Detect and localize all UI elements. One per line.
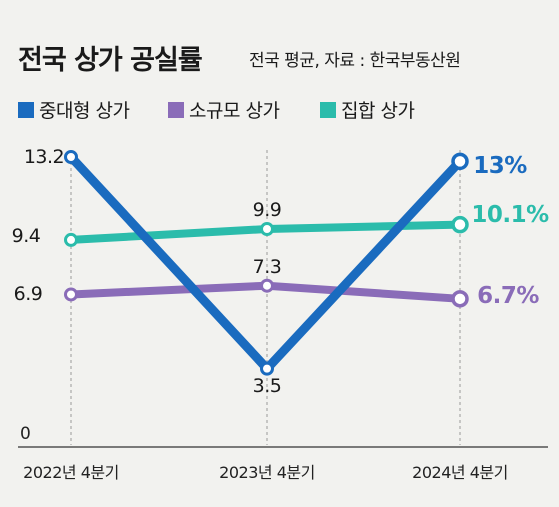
- data-point-s1-1: [64, 150, 78, 164]
- chart-title: 전국 상가 공실률: [18, 45, 203, 76]
- data-point-s3-1: [64, 232, 78, 247]
- legend-label-collective: 집합 상가: [341, 100, 415, 122]
- x-tick-label-1: 2022년 4분기: [23, 463, 119, 482]
- data-label-s1-1: 13.2: [24, 146, 64, 168]
- data-label-s3-3: 10.1%: [471, 202, 549, 228]
- data-point-s3-3: [451, 215, 469, 234]
- legend-item-collective: 집합 상가: [320, 96, 415, 123]
- chart-source: 전국 평균, 자료 : 한국부동산원: [249, 51, 461, 71]
- legend-swatch-collective: [320, 101, 336, 118]
- legend-label-small: 소규모 상가: [189, 100, 280, 122]
- legend-item-small: 소규모 상가: [168, 96, 280, 123]
- legend-label-mid-size: 중대형 상가: [39, 100, 130, 122]
- data-label-s1-3: 13%: [473, 153, 527, 179]
- data-point-s2-3: [451, 290, 469, 308]
- data-point-s3-2: [260, 222, 274, 236]
- data-label-s3-2: 9.9: [253, 199, 282, 221]
- legend-swatch-mid-size: [18, 101, 34, 118]
- data-label-s1-2: 3.5: [253, 375, 282, 397]
- data-label-s3-1: 9.4: [12, 225, 41, 247]
- data-label-s2-2: 7.3: [253, 256, 282, 278]
- data-point-s2-1: [64, 287, 78, 302]
- data-point-s1-3: [451, 152, 469, 171]
- data-label-s2-3: 6.7%: [477, 283, 539, 309]
- data-label-s2-1: 6.9: [14, 283, 43, 305]
- legend-swatch-small: [168, 101, 184, 118]
- data-point-s1-2: [260, 361, 274, 376]
- data-point-s2-2: [260, 278, 274, 293]
- y-axis-zero-label: 0: [20, 424, 31, 444]
- legend-item-mid-size: 중대형 상가: [18, 96, 130, 123]
- x-tick-label-3: 2024년 4분기: [412, 463, 508, 482]
- x-tick-label-2: 2023년 4분기: [219, 463, 315, 482]
